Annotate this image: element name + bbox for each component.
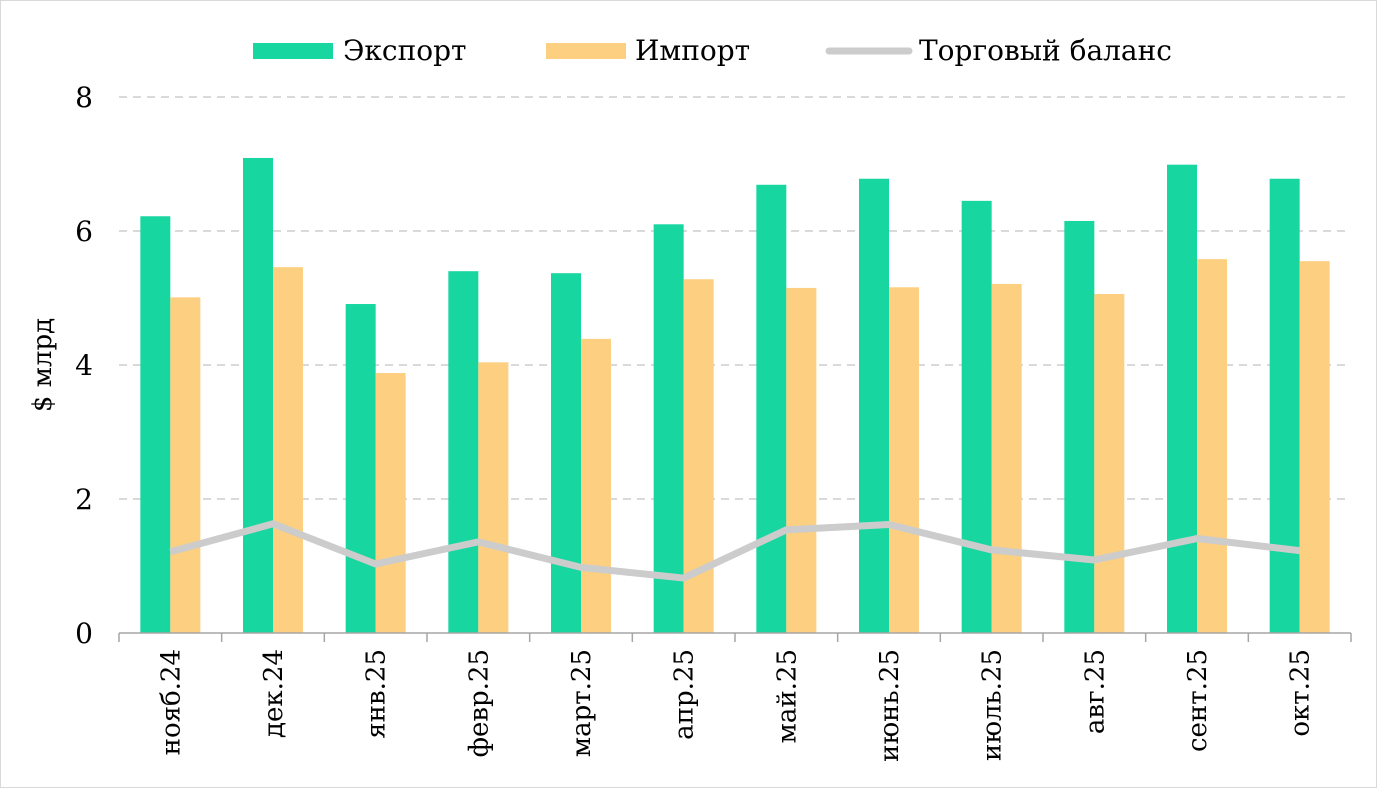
bar-import <box>581 339 611 633</box>
x-tick-label: июнь.25 <box>875 649 905 762</box>
legend-swatch-0 <box>253 43 333 59</box>
bar-export <box>140 216 170 633</box>
gridlines <box>119 97 1351 499</box>
legend-swatch-1 <box>546 43 626 59</box>
x-tick-label: авг.25 <box>1080 649 1110 734</box>
y-axis-label: $ млрд <box>28 318 58 412</box>
x-tick-label: март.25 <box>567 649 597 757</box>
y-tick-label: 6 <box>75 215 93 248</box>
bar-import <box>889 287 919 633</box>
bar-import <box>786 288 816 633</box>
bar-import <box>273 267 303 633</box>
bar-export <box>551 273 581 633</box>
bar-export <box>243 158 273 633</box>
y-tick-label: 2 <box>75 483 93 516</box>
bar-import <box>1197 259 1227 633</box>
bar-export <box>448 271 478 633</box>
x-tick-label: нояб.24 <box>156 649 186 755</box>
bar-export <box>859 179 889 633</box>
y-tick-label: 8 <box>75 81 93 114</box>
y-tick-label: 0 <box>75 617 93 650</box>
bar-import <box>170 297 200 633</box>
bar-export <box>962 201 992 633</box>
bar-import <box>1300 261 1330 633</box>
x-tick-label: янв.25 <box>362 649 392 739</box>
x-tick-label: май.25 <box>772 649 802 743</box>
bar-export <box>346 304 376 633</box>
bar-export <box>1270 179 1300 633</box>
legend-label: Импорт <box>635 34 750 67</box>
y-tick-label: 4 <box>75 349 93 382</box>
bar-import <box>992 284 1022 633</box>
bar-export <box>756 185 786 633</box>
bar-import <box>1094 294 1124 633</box>
balance-line <box>170 524 1299 578</box>
x-tick-label: апр.25 <box>670 649 700 740</box>
x-tick-label: дек.24 <box>259 649 289 738</box>
bar-export <box>1064 221 1094 633</box>
bar-export <box>1167 165 1197 633</box>
legend-label: Экспорт <box>343 34 467 67</box>
bars <box>140 158 1329 633</box>
x-tick-label: февр.25 <box>464 649 494 757</box>
bar-import <box>684 279 714 633</box>
legend: Экспорт Импорт Торговый баланс <box>253 34 1172 67</box>
bar-export <box>654 224 684 633</box>
bar-import <box>478 362 508 633</box>
x-tick-label: июль.25 <box>978 649 1008 761</box>
balance-line-group <box>170 524 1300 578</box>
bar-import <box>376 373 406 633</box>
legend-label: Торговый баланс <box>919 34 1172 67</box>
x-tick-label: сент.25 <box>1183 649 1213 752</box>
x-tick-label: окт.25 <box>1286 649 1316 737</box>
